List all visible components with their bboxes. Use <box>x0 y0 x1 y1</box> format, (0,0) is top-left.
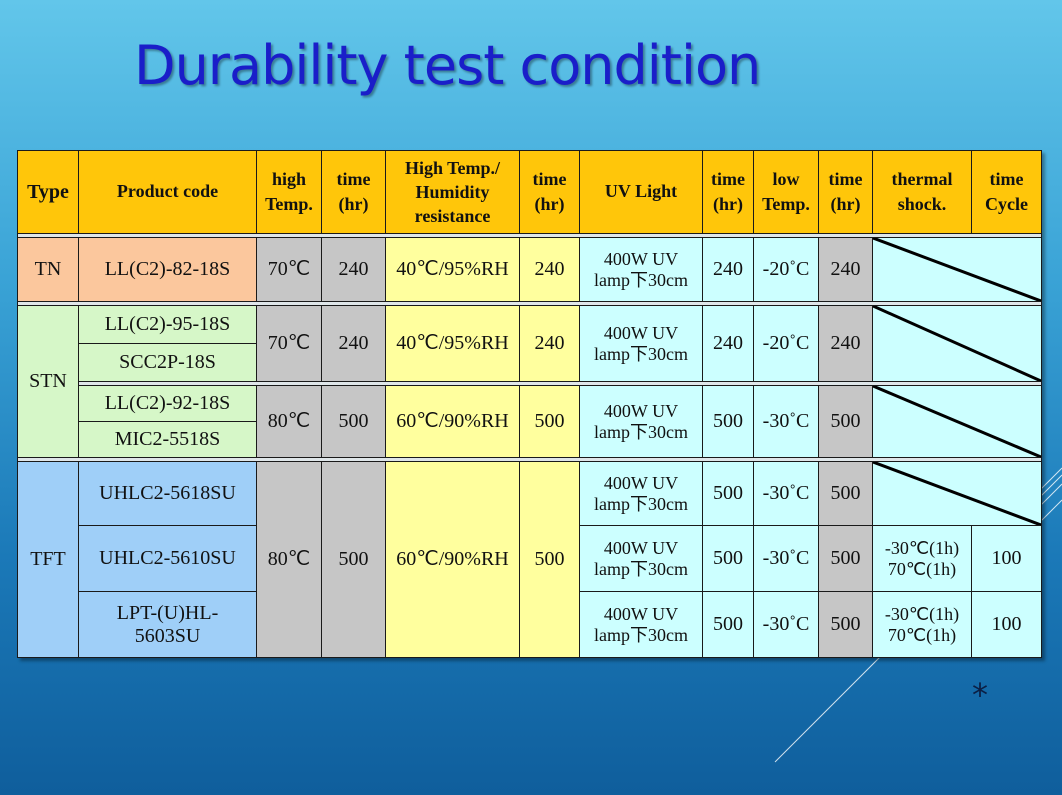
uv-cell: 400W UV lamp下30cm <box>579 237 703 302</box>
header-uv-light: UV Light <box>579 150 703 234</box>
uv-time-cell: 500 <box>702 385 754 458</box>
table-row: STN LL(C2)-95-18S 70℃ 240 40℃/95%RH 240 … <box>17 305 1042 458</box>
humidity-cell: 60℃/90%RH <box>385 385 520 458</box>
humidity-time-cell: 240 <box>519 237 580 302</box>
not-applicable-cell <box>872 385 1042 458</box>
type-cell: TFT <box>17 461 79 658</box>
product-cell: LL(C2)-95-18S <box>78 305 257 344</box>
high-temp-cell: 70℃ <box>256 237 322 302</box>
high-temp-cell: 70℃ <box>256 305 322 382</box>
table-row: MIC2-5518S <box>18 421 1042 458</box>
low-time-cell: 500 <box>818 461 873 526</box>
uv-cell: 400W UV lamp下30cm <box>579 305 703 382</box>
thermal-shock-cell: -30℃(1h) 70℃(1h) <box>872 525 972 592</box>
low-time-cell: 240 <box>818 237 873 302</box>
uv-time-cell: 240 <box>702 237 754 302</box>
header-thermal-shock: thermal shock. <box>872 150 972 234</box>
table-row: TN LL(C2)-82-18S 70℃ 240 40℃/95%RH 240 4… <box>17 237 1042 302</box>
humidity-cell: 40℃/95%RH <box>385 237 520 302</box>
low-temp-cell: -30˚C <box>753 525 819 592</box>
header-time-hr: time (hr) <box>702 150 754 234</box>
uv-cell: 400W UV lamp下30cm <box>579 525 703 592</box>
header-type: Type <box>17 150 79 234</box>
low-temp-cell: -30˚C <box>753 385 819 458</box>
header-row: Type Product code high Temp. time (hr) Hig… <box>17 150 1042 234</box>
table-row: UHLC2-5610SU 400W UV lamp下30cm 500 -30˚C … <box>18 525 1042 592</box>
uv-time-cell: 500 <box>702 591 754 658</box>
thermal-shock-cell: -30℃(1h) 70℃(1h) <box>872 591 972 658</box>
header-time-hr: time (hr) <box>519 150 580 234</box>
page-title: Durability test condition <box>134 34 761 97</box>
humidity-cell: 60℃/90%RH <box>385 461 520 658</box>
low-temp-cell: -20˚C <box>753 305 819 382</box>
table-row: LPT-(U)HL- 5603SU 400W UV lamp下30cm 500 -3… <box>18 591 1042 658</box>
high-time-cell: 240 <box>321 305 386 382</box>
product-cell: LL(C2)-82-18S <box>78 237 257 302</box>
high-time-cell: 500 <box>321 385 386 458</box>
product-cell: UHLC2-5618SU <box>78 461 257 526</box>
low-time-cell: 500 <box>818 385 873 458</box>
header-time-cycle: time Cycle <box>971 150 1042 234</box>
type-cell: TN <box>17 237 79 302</box>
cycle-cell: 100 <box>971 525 1042 592</box>
low-time-cell: 500 <box>818 591 873 658</box>
high-temp-cell: 80℃ <box>256 385 322 458</box>
header-time-hr: time (hr) <box>818 150 873 234</box>
not-applicable-cell <box>872 237 1042 302</box>
humidity-time-cell: 500 <box>519 461 580 658</box>
uv-cell: 400W UV lamp下30cm <box>579 591 703 658</box>
header-high-temp: high Temp. <box>256 150 322 234</box>
table-row: TFT UHLC2-5618SU 80℃ 500 60℃/90%RH 500 4… <box>17 461 1042 658</box>
footer-mark: * <box>972 676 988 714</box>
uv-cell: 400W UV lamp下30cm <box>579 385 703 458</box>
product-cell: LPT-(U)HL- 5603SU <box>78 591 257 658</box>
product-cell: LL(C2)-92-18S <box>78 385 257 422</box>
type-cell: STN <box>17 305 79 458</box>
low-time-cell: 500 <box>818 525 873 592</box>
header-humidity: High Temp./Humidity resistance <box>385 150 520 234</box>
low-time-cell: 240 <box>818 305 873 382</box>
header-time-hr: time (hr) <box>321 150 386 234</box>
humidity-time-cell: 500 <box>519 385 580 458</box>
high-time-cell: 240 <box>321 237 386 302</box>
uv-time-cell: 240 <box>702 305 754 382</box>
low-temp-cell: -30˚C <box>753 591 819 658</box>
header-low-temp: low Temp. <box>753 150 819 234</box>
header-product-code: Product code <box>78 150 257 234</box>
humidity-cell: 40℃/95%RH <box>385 305 520 382</box>
humidity-time-cell: 240 <box>519 305 580 382</box>
uv-time-cell: 500 <box>702 461 754 526</box>
durability-table: Type Product code high Temp. time (hr) Hig… <box>17 150 1042 658</box>
uv-cell: 400W UV lamp下30cm <box>579 461 703 526</box>
product-cell: MIC2-5518S <box>78 421 257 458</box>
not-applicable-cell <box>872 305 1042 382</box>
low-temp-cell: -30˚C <box>753 461 819 526</box>
uv-time-cell: 500 <box>702 525 754 592</box>
table-row: SCC2P-18S <box>18 343 1042 382</box>
high-temp-cell: 80℃ <box>256 461 322 658</box>
table-row: LL(C2)-92-18S 80℃ 500 60℃/90%RH 500 400W… <box>18 385 1042 458</box>
not-applicable-cell <box>872 461 1042 526</box>
high-time-cell: 500 <box>321 461 386 658</box>
product-cell: UHLC2-5610SU <box>78 525 257 592</box>
cycle-cell: 100 <box>971 591 1042 658</box>
product-cell: SCC2P-18S <box>78 343 257 382</box>
low-temp-cell: -20˚C <box>753 237 819 302</box>
